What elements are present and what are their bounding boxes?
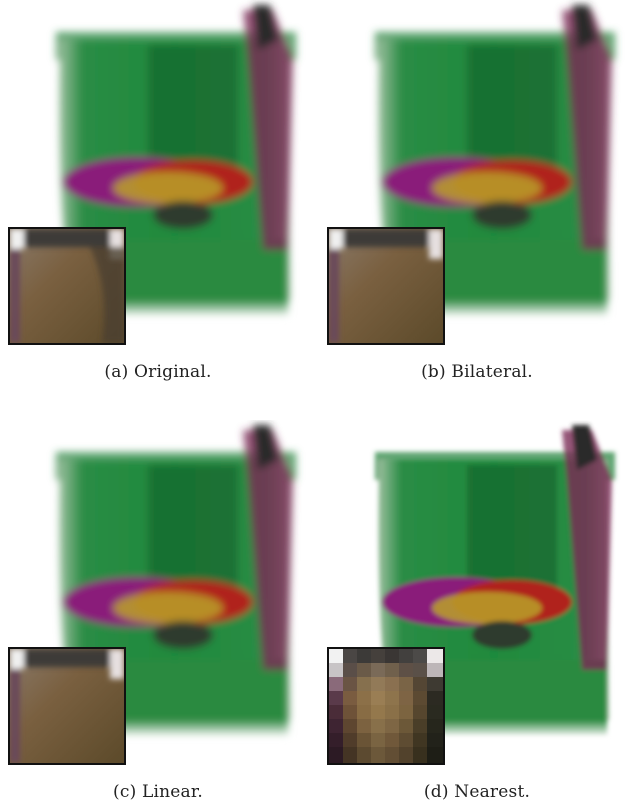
volume-render-linear xyxy=(56,425,296,735)
zoom-inset-linear xyxy=(8,647,126,765)
caption-linear: (c) Linear. xyxy=(113,782,203,802)
pixel-grid xyxy=(329,649,443,763)
panel-nearest: (d) Nearest. xyxy=(327,420,627,802)
caption-nearest: (d) Nearest. xyxy=(423,782,531,802)
panel-original: (a) Original. xyxy=(8,0,308,382)
caption-bilateral: (b) Bilateral. xyxy=(421,362,533,382)
caption-original: (a) Original. xyxy=(104,362,212,382)
panel-bilateral: (b) Bilateral. xyxy=(327,0,627,382)
zoom-inset-nearest xyxy=(327,647,445,765)
zoom-inset-original xyxy=(8,227,126,345)
zoom-inset-bilateral xyxy=(327,227,445,345)
panel-linear: (c) Linear. xyxy=(8,420,308,802)
